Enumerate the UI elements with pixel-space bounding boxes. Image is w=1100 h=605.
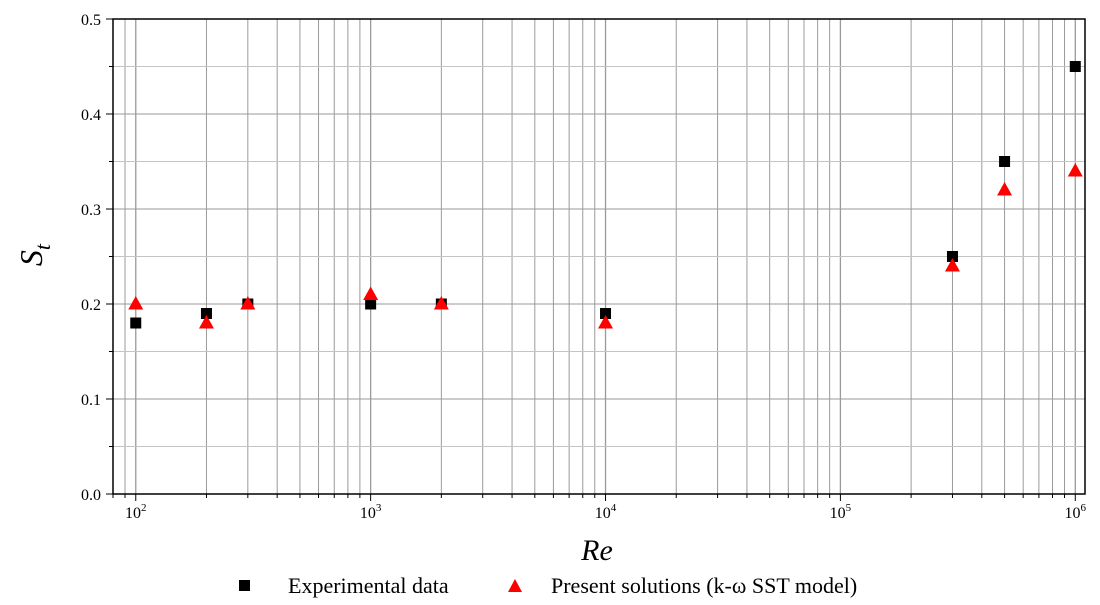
y-tick-label: 0.2 xyxy=(81,297,101,314)
x-tick-label: 106 xyxy=(1065,502,1087,522)
x-tick-label-base: 10 xyxy=(595,505,611,522)
x-tick-label: 104 xyxy=(595,502,617,522)
solution-data-point xyxy=(433,296,449,310)
x-tick-label: 102 xyxy=(125,502,147,522)
solution-data-point xyxy=(944,258,960,272)
y-tick-label: 0.4 xyxy=(81,107,101,124)
x-tick-label-exponent: 2 xyxy=(141,502,147,514)
legend: Experimental data Present solutions (k-ω… xyxy=(239,573,857,598)
x-axis-title: Re xyxy=(580,534,613,567)
y-tick-label: 0.1 xyxy=(81,392,101,409)
solution-data-point xyxy=(997,182,1013,196)
y-tick-label: 0.0 xyxy=(81,487,101,504)
y-axis-title-main: S xyxy=(13,250,49,266)
solution-data-point xyxy=(198,315,214,329)
y-tick-label: 0.5 xyxy=(81,12,101,29)
x-tick-label-base: 10 xyxy=(830,505,846,522)
solution-data-point xyxy=(363,286,379,300)
legend-marker-experimental xyxy=(239,580,250,591)
axis-ticks xyxy=(106,18,1076,501)
y-axis-title-sub: t xyxy=(30,243,55,250)
solution-data-point xyxy=(128,296,144,310)
x-tick-label-exponent: 5 xyxy=(846,502,852,514)
experimental-data-point xyxy=(600,308,612,319)
x-tick-label: 103 xyxy=(360,502,382,522)
experimental-data-point xyxy=(946,251,958,262)
experimental-data-point xyxy=(200,308,212,319)
y-tick-labels: 0.0 0.1 0.2 0.3 0.4 0.5 xyxy=(81,12,101,504)
x-tick-label-exponent: 3 xyxy=(376,502,382,514)
x-tick-label: 105 xyxy=(830,502,852,522)
x-tick-label-exponent: 6 xyxy=(1081,502,1087,514)
y-axis-title: St xyxy=(13,243,55,266)
solution-data-point xyxy=(1067,163,1083,177)
solution-data-point xyxy=(240,296,256,310)
solution-data-point xyxy=(598,315,614,329)
legend-label-experimental: Experimental data xyxy=(288,573,449,598)
legend-label-solutions: Present solutions (k-ω SST model) xyxy=(551,573,857,598)
grid xyxy=(112,19,1085,494)
x-tick-label-exponent: 4 xyxy=(611,502,617,514)
experimental-data-point xyxy=(1069,61,1081,72)
data-marks xyxy=(128,61,1083,329)
experimental-data-point xyxy=(999,156,1011,167)
x-tick-label-base: 10 xyxy=(360,505,376,522)
x-tick-label-base: 10 xyxy=(1065,505,1081,522)
experimental-data-point xyxy=(365,298,377,310)
x-tick-labels: 102 103 104 105 106 xyxy=(125,502,1087,522)
y-tick-label: 0.3 xyxy=(81,202,101,219)
legend-marker-solutions xyxy=(508,579,522,592)
plot-frame xyxy=(112,18,1086,495)
experimental-data-point xyxy=(130,317,142,329)
x-tick-label-base: 10 xyxy=(125,505,141,522)
